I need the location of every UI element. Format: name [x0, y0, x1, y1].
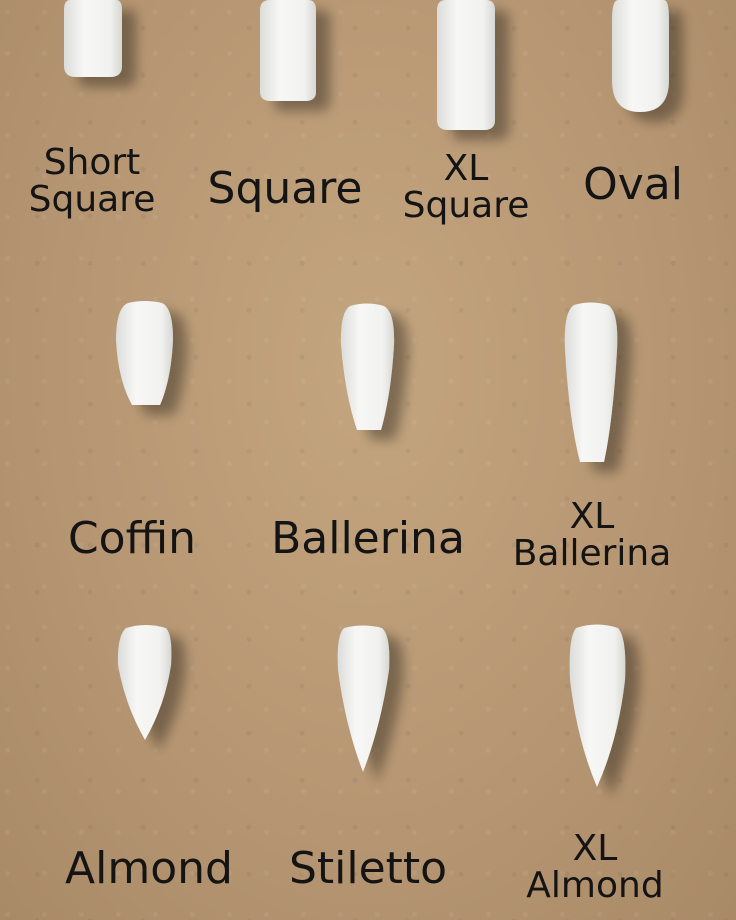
stiletto-nail — [337, 625, 390, 772]
label-line: XL — [572, 828, 618, 869]
label-square: Square — [200, 166, 370, 212]
coffin-nail — [116, 301, 173, 405]
label-line: Coffin — [67, 513, 197, 564]
label-line: Square — [28, 179, 156, 221]
label-line: XL — [443, 148, 489, 189]
xl-almond-nail — [569, 624, 626, 787]
label-line: Almond — [526, 865, 664, 907]
label-almond: Almond — [54, 846, 244, 892]
label-coffin: Coffin — [52, 516, 212, 562]
label-xl-ballerina: XL Ballerina — [504, 498, 680, 573]
almond-nail — [117, 625, 172, 740]
label-line: Ballerina — [512, 533, 672, 575]
label-stiletto: Stiletto — [284, 846, 452, 892]
square-nail — [260, 0, 316, 101]
label-line: Almond — [65, 843, 233, 894]
label-ballerina: Ballerina — [270, 516, 466, 562]
label-line: Stiletto — [288, 843, 448, 894]
oval-nail — [612, 0, 669, 112]
label-line: Square — [402, 185, 530, 227]
label-xl-almond: XL Almond — [510, 830, 680, 905]
label-line: Short — [43, 142, 141, 183]
label-line: Ballerina — [271, 513, 465, 564]
ballerina-nail — [340, 303, 395, 430]
label-xl-square: XL Square — [396, 150, 536, 225]
label-line: Oval — [583, 159, 683, 210]
short-square-nail — [64, 0, 122, 77]
xl-ballerina-nail — [564, 302, 618, 462]
xl-square-nail — [437, 0, 495, 130]
label-short-square: Short Square — [22, 144, 162, 219]
label-line: XL — [569, 496, 615, 537]
label-line: Square — [207, 163, 363, 214]
label-oval: Oval — [568, 162, 698, 208]
